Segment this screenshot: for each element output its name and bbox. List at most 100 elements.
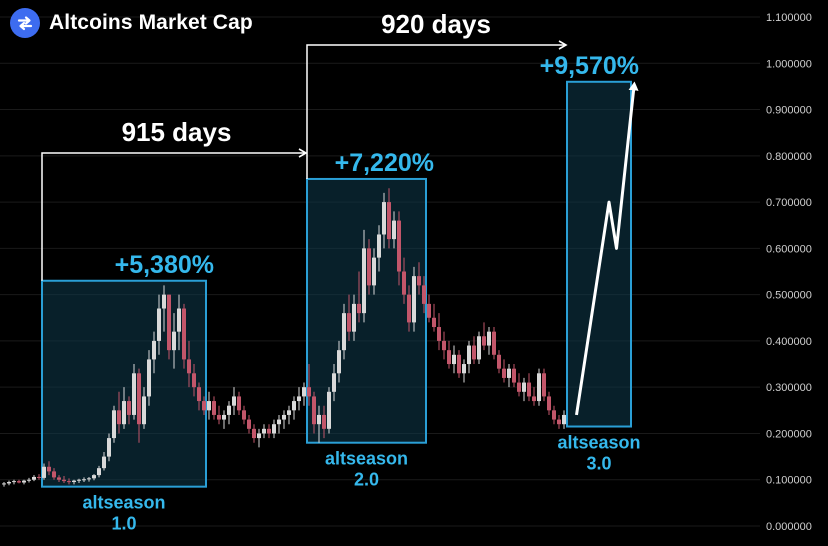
candle-body xyxy=(422,285,426,304)
candle-body xyxy=(112,410,116,439)
candle-body xyxy=(302,387,306,397)
candle-body xyxy=(442,340,446,351)
candle-body xyxy=(207,401,211,411)
candle-body xyxy=(232,396,236,406)
candle-body xyxy=(22,480,26,483)
candle-body xyxy=(262,428,266,434)
candle-body xyxy=(247,419,251,429)
candle-body xyxy=(332,373,336,392)
gain-label: +5,380% xyxy=(115,251,214,279)
candle-body xyxy=(322,414,326,429)
candle-body xyxy=(152,340,156,360)
y-tick-label: 0.400000 xyxy=(766,336,812,348)
candle-body xyxy=(2,483,6,485)
candle-body xyxy=(547,396,551,411)
y-tick-label: 1.000000 xyxy=(766,58,812,70)
header: Altcoins Market Cap xyxy=(10,8,253,38)
candle-body xyxy=(17,481,21,483)
candle-body xyxy=(257,433,261,439)
candle-body xyxy=(382,202,386,235)
candle-body xyxy=(132,373,136,415)
candle-body xyxy=(417,276,421,286)
candle-body xyxy=(317,414,321,425)
candle-body xyxy=(292,401,296,411)
candle-body xyxy=(192,373,196,388)
y-tick-label: 0.500000 xyxy=(766,290,812,302)
candle-body xyxy=(12,481,16,483)
candle-body xyxy=(377,234,381,258)
candle-body xyxy=(147,359,151,397)
candle-body xyxy=(387,202,391,240)
y-tick-label: 0.800000 xyxy=(766,151,812,163)
candle-body xyxy=(182,308,186,360)
candle-body xyxy=(227,405,231,415)
candle-body xyxy=(137,373,141,425)
candle-body xyxy=(107,438,111,457)
candle-body xyxy=(492,331,496,355)
candle-body xyxy=(87,478,91,480)
candle-body xyxy=(102,456,106,469)
candle-body xyxy=(327,391,331,429)
candle-body xyxy=(127,401,131,415)
candle-body xyxy=(82,479,86,481)
candle-body xyxy=(92,475,96,479)
page-title: Altcoins Market Cap xyxy=(49,11,253,34)
candle-body xyxy=(367,248,371,286)
candle-body xyxy=(167,294,171,351)
candle-body xyxy=(172,331,176,351)
altseason-label: altseason xyxy=(325,449,408,469)
altcoin-logo-icon xyxy=(10,8,40,38)
altseason-box xyxy=(306,177,427,444)
candle-body xyxy=(517,382,521,392)
candles xyxy=(2,188,566,487)
altseason-version-label: 2.0 xyxy=(354,470,379,490)
altseason-version-label: 3.0 xyxy=(586,454,611,474)
altseason-label: altseason xyxy=(557,433,640,453)
duration-arrow-2 xyxy=(306,40,568,179)
candle-body xyxy=(532,396,536,402)
candle-body xyxy=(217,414,221,420)
y-axis: 0.000000 0.100000 0.200000 0.300000 0.400000… xyxy=(766,12,812,533)
candle-body xyxy=(297,396,301,402)
candle-body xyxy=(252,428,256,439)
y-tick-label: 0.700000 xyxy=(766,197,812,209)
gain-label: +9,570% xyxy=(540,52,639,80)
candle-body xyxy=(562,414,566,425)
y-tick-label: 1.100000 xyxy=(766,12,812,24)
candle-body xyxy=(452,354,456,365)
candle-body xyxy=(522,382,526,392)
candle-body xyxy=(142,396,146,425)
projection-line xyxy=(575,81,639,416)
altseason-version-label: 1.0 xyxy=(111,514,136,534)
candle-body xyxy=(237,396,241,411)
candle-body xyxy=(307,387,311,397)
candle-body xyxy=(337,350,341,374)
candle-body xyxy=(42,466,46,478)
candle-body xyxy=(467,345,471,365)
candle-body xyxy=(97,468,101,476)
candle-body xyxy=(57,477,61,480)
candle-body xyxy=(502,368,506,378)
candle-body xyxy=(27,479,31,481)
candle-body xyxy=(462,364,466,374)
candle-body xyxy=(62,479,66,482)
annotation-labels: +5,380%altseason1.0+7,220%altseason2.0+9… xyxy=(82,9,640,534)
y-tick-label: 0.900000 xyxy=(766,105,812,117)
y-tick-label: 0.100000 xyxy=(766,475,812,487)
candle-body xyxy=(427,303,431,318)
candle-body xyxy=(47,466,51,472)
candle-body xyxy=(272,424,276,434)
candle-body xyxy=(282,414,286,420)
candle-body xyxy=(242,410,246,420)
candle-body xyxy=(507,368,511,378)
gain-label: +7,220% xyxy=(335,149,434,177)
candle-body xyxy=(392,220,396,240)
y-tick-label: 0.300000 xyxy=(766,382,812,394)
candle-body xyxy=(202,401,206,411)
candle-body xyxy=(542,373,546,397)
candle-body xyxy=(437,327,441,341)
candle-body xyxy=(432,317,436,328)
altseason-boxes xyxy=(41,80,632,488)
candle-body xyxy=(77,479,81,481)
candle-body xyxy=(177,308,181,332)
